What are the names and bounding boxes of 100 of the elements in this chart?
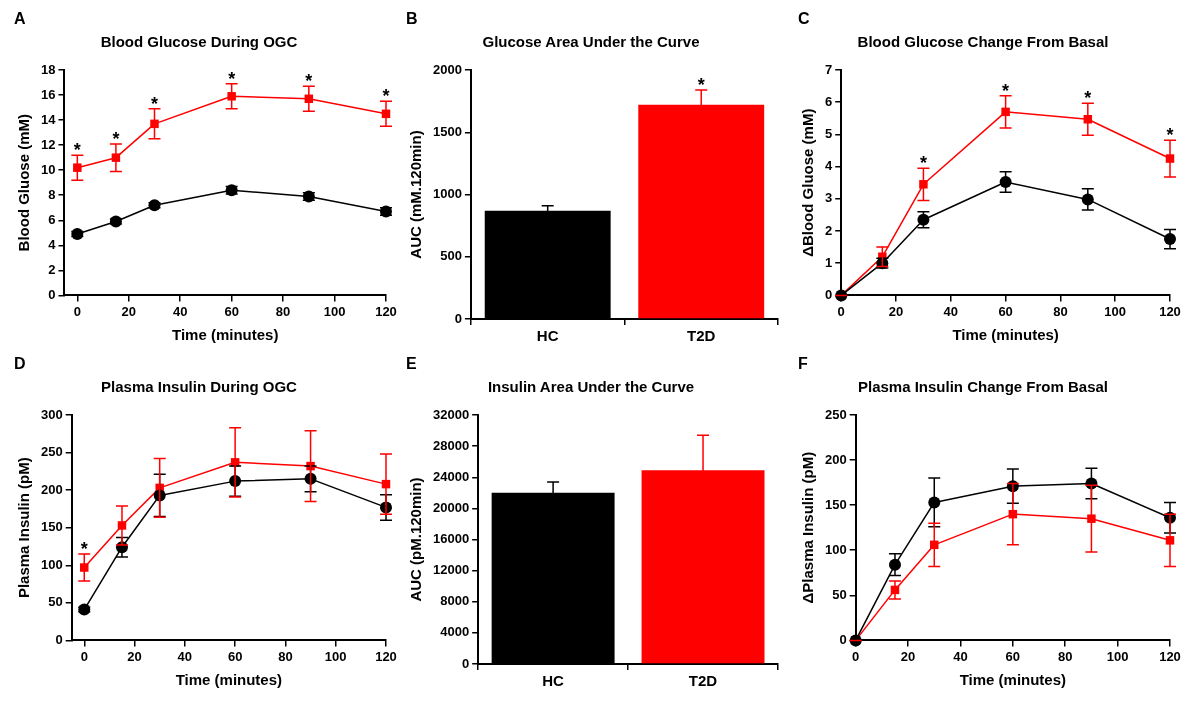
y-axis-title: ΔPlasma Insulin (pM) bbox=[799, 451, 817, 604]
x-tick-label: 20 bbox=[900, 648, 916, 664]
x-tick-label: 120 bbox=[1159, 303, 1181, 319]
x-tick-label: 100 bbox=[323, 303, 346, 319]
y-tick-label: 2 bbox=[825, 222, 833, 238]
y-tick-label: 24000 bbox=[432, 468, 470, 484]
x-tick-label: 20 bbox=[127, 648, 142, 664]
y-tick-label: 50 bbox=[832, 586, 847, 602]
y-axis-title: Plasma Insulin (pM) bbox=[15, 457, 33, 599]
annotation: * bbox=[919, 153, 927, 174]
y-axis-title: ΔBlood Gluose (mM) bbox=[799, 108, 817, 257]
annotation: * bbox=[1084, 88, 1092, 109]
y-tick-label: 18 bbox=[40, 61, 56, 77]
chart-title: Plasma Insulin During OGC bbox=[101, 378, 298, 396]
x-tick-label: 120 bbox=[1159, 648, 1181, 664]
y-tick-label: 16000 bbox=[432, 531, 470, 547]
annotation: * bbox=[1002, 80, 1010, 101]
x-tick-label: 60 bbox=[1005, 648, 1021, 664]
y-tick-label: 5 bbox=[825, 125, 833, 141]
y-tick-label: 3 bbox=[825, 190, 833, 206]
text: E bbox=[406, 355, 417, 373]
x-tick-label: 60 bbox=[998, 303, 1013, 319]
y-tick-label: 50 bbox=[48, 594, 63, 610]
x-tick-label: 20 bbox=[121, 303, 136, 319]
point bbox=[227, 92, 236, 101]
y-tick-label: 250 bbox=[40, 444, 63, 460]
x-tick-label: 80 bbox=[1058, 648, 1073, 664]
y-tick-label: 500 bbox=[440, 248, 462, 264]
x-tick-label: HC bbox=[536, 327, 559, 345]
x-axis-title: Time (minutes) bbox=[172, 326, 279, 344]
x-tick-label: 100 bbox=[324, 648, 347, 664]
y-tick-label: 100 bbox=[40, 556, 63, 572]
annotation: * bbox=[112, 128, 120, 149]
y-tick-label: 4000 bbox=[440, 624, 470, 640]
x-tick-label: 40 bbox=[177, 648, 193, 664]
x-tick-label: HC bbox=[542, 672, 565, 690]
x-axis-title: Time (minutes) bbox=[175, 671, 283, 689]
annotation: * bbox=[1166, 125, 1174, 146]
text: C bbox=[798, 10, 810, 28]
annotation: * bbox=[80, 539, 88, 559]
y-tick-label: 0 bbox=[839, 631, 847, 647]
y-tick-label: 10 bbox=[40, 161, 56, 177]
y-axis-title: Blood Gluose (mM) bbox=[15, 113, 33, 252]
text: B bbox=[406, 10, 418, 28]
x-tick-label: 80 bbox=[275, 303, 291, 319]
y-tick-label: 8000 bbox=[440, 593, 470, 609]
y-tick-label: 0 bbox=[825, 286, 833, 302]
x-tick-label: 0 bbox=[80, 648, 88, 664]
chart-title: Blood Glucose Change From Basal bbox=[857, 33, 1109, 51]
y-tick-label: 12000 bbox=[432, 562, 470, 578]
x-tick-label: 0 bbox=[852, 648, 860, 664]
y-tick-label: 150 bbox=[40, 519, 63, 535]
y-tick-label: 1000 bbox=[433, 186, 462, 202]
annotation: * bbox=[228, 68, 236, 89]
chart-title: Insulin Area Under the Curve bbox=[487, 378, 695, 396]
x-axis-title: Time (minutes) bbox=[952, 326, 1059, 344]
y-tick-label: 1 bbox=[825, 254, 833, 270]
y-tick-label: 150 bbox=[824, 496, 847, 512]
x-tick-label: 0 bbox=[73, 303, 81, 319]
x-tick-label: 80 bbox=[278, 648, 293, 664]
y-axis-title: AUC (pM.120min) bbox=[407, 477, 425, 602]
point bbox=[73, 163, 82, 172]
y-tick-label: 6 bbox=[48, 211, 56, 227]
x-tick-label: 40 bbox=[953, 648, 968, 664]
x-tick-label: 20 bbox=[888, 303, 904, 319]
x-tick-label: 100 bbox=[1104, 303, 1127, 319]
point bbox=[1087, 514, 1096, 523]
text: D bbox=[14, 355, 26, 373]
x-tick-label: 120 bbox=[375, 303, 397, 319]
y-tick-label: 20000 bbox=[432, 499, 470, 515]
point bbox=[919, 180, 928, 189]
x-tick-label: 80 bbox=[1053, 303, 1068, 319]
x-tick-label: 40 bbox=[943, 303, 959, 319]
y-tick-label: 6 bbox=[825, 93, 833, 109]
text: F bbox=[798, 355, 808, 373]
y-tick-label: 2 bbox=[48, 261, 56, 277]
x-tick-label: 60 bbox=[227, 648, 243, 664]
chart-title: Glucose Area Under the Curve bbox=[482, 33, 700, 51]
y-tick-label: 200 bbox=[40, 481, 63, 497]
y-tick-label: 0 bbox=[55, 631, 63, 647]
y-tick-label: 14 bbox=[40, 111, 57, 127]
x-tick-label: 120 bbox=[375, 648, 397, 664]
x-tick-label: T2D bbox=[687, 327, 716, 345]
y-tick-label: 4 bbox=[825, 158, 833, 174]
text: A bbox=[14, 10, 26, 28]
y-tick-label: 250 bbox=[824, 406, 847, 422]
annotation: * bbox=[305, 71, 313, 92]
y-tick-label: 200 bbox=[824, 451, 847, 467]
x-tick-label: T2D bbox=[688, 672, 718, 690]
x-tick-label: 60 bbox=[224, 303, 239, 319]
y-tick-label: 2000 bbox=[433, 61, 462, 77]
y-tick-label: 0 bbox=[48, 286, 56, 302]
y-tick-label: 28000 bbox=[432, 437, 470, 453]
y-tick-label: 100 bbox=[824, 541, 847, 557]
y-tick-label: 8 bbox=[48, 186, 56, 202]
annotation: * bbox=[697, 74, 705, 95]
annotation: * bbox=[73, 140, 81, 161]
annotation: * bbox=[382, 86, 390, 107]
point bbox=[80, 563, 89, 572]
y-tick-label: 4 bbox=[48, 236, 57, 252]
